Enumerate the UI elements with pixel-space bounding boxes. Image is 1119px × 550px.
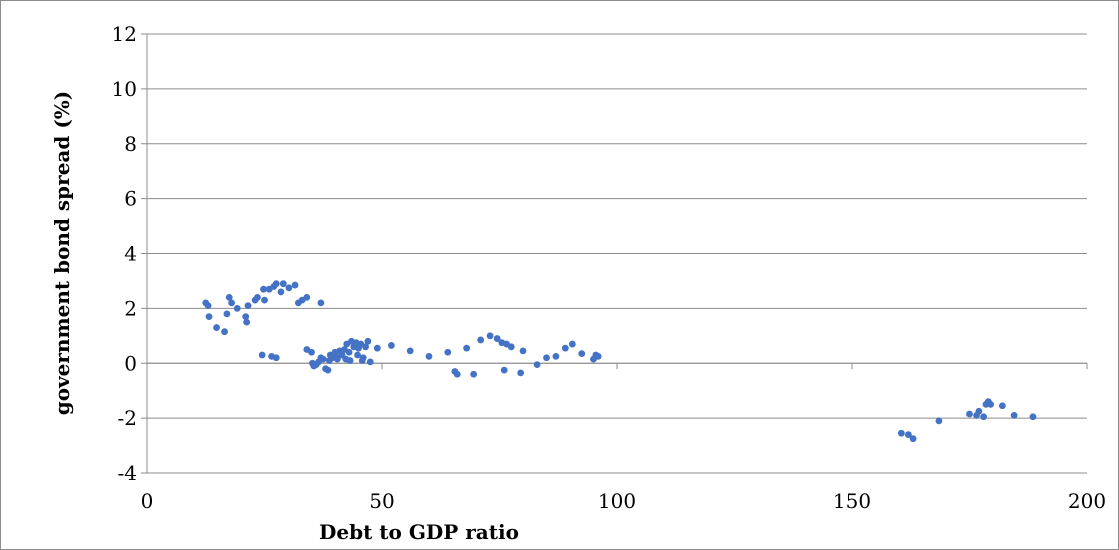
data-point: [897, 429, 905, 437]
data-point: [223, 310, 231, 318]
y-tick-label: 6: [124, 187, 137, 211]
data-point: [578, 350, 586, 358]
data-point: [324, 366, 332, 374]
x-tick-label: 0: [141, 489, 154, 513]
y-tick-label: 12: [112, 22, 137, 46]
x-tick-label: 200: [1068, 489, 1106, 513]
y-tick-label: 4: [124, 242, 137, 266]
data-point: [477, 336, 485, 344]
x-tick-label: 150: [833, 489, 871, 513]
data-point: [362, 343, 369, 351]
data-point: [291, 281, 299, 289]
y-tick-label: -2: [118, 406, 137, 430]
data-point: [493, 335, 501, 342]
data-point: [213, 324, 220, 331]
data-point: [242, 313, 250, 321]
data-point: [354, 351, 361, 359]
data-point: [909, 435, 917, 443]
data-point: [552, 352, 560, 360]
y-tick-label: 10: [112, 77, 137, 101]
data-point: [366, 358, 374, 366]
data-point: [346, 357, 354, 364]
data-point: [533, 361, 541, 369]
data-point: [966, 410, 973, 418]
data-point: [500, 366, 508, 374]
data-point: [308, 348, 315, 356]
y-tick-label: -4: [118, 461, 137, 485]
data-point: [1029, 413, 1037, 421]
data-point: [258, 351, 266, 359]
data-point: [205, 313, 213, 321]
data-point: [373, 344, 381, 352]
y-tick-label: 8: [124, 132, 137, 156]
data-point: [260, 285, 267, 293]
data-point: [470, 370, 478, 378]
data-point: [243, 318, 251, 326]
x-tick-label: 100: [598, 489, 636, 513]
y-tick-label: 2: [124, 296, 137, 320]
y-tick-label: 0: [124, 351, 137, 375]
data-point: [453, 370, 461, 378]
data-point: [507, 343, 515, 351]
data-point: [272, 280, 280, 288]
data-point: [980, 413, 987, 421]
data-point: [935, 417, 943, 425]
data-point: [364, 337, 372, 345]
data-point: [319, 355, 327, 363]
data-point: [517, 369, 525, 377]
data-point: [444, 348, 452, 356]
data-point: [345, 348, 353, 356]
data-point: [228, 299, 236, 307]
x-axis-title: Debt to GDP ratio: [319, 520, 519, 544]
data-point: [317, 299, 325, 307]
data-point: [221, 328, 228, 336]
data-point: [1010, 411, 1018, 419]
data-point: [277, 288, 285, 296]
data-point: [254, 294, 261, 301]
data-point: [225, 294, 233, 301]
data-point: [261, 296, 268, 304]
gridlines: [147, 33, 1087, 474]
data-point: [905, 431, 912, 438]
axes: [141, 33, 1088, 474]
tick-labels: -4 -2 0 2 4 6 8 10 12 0 50 100 150 200: [112, 22, 1107, 513]
data-point: [303, 294, 311, 301]
data-point: [519, 347, 527, 355]
data-point: [568, 340, 576, 348]
data-point: [388, 342, 395, 349]
data-point: [999, 402, 1006, 410]
data-point: [285, 284, 293, 292]
data-point: [333, 355, 341, 363]
data-point: [204, 302, 212, 310]
data-point: [406, 347, 414, 355]
data-point: [463, 344, 470, 352]
data-point: [359, 354, 367, 362]
data-point: [543, 354, 550, 362]
data-point: [425, 352, 433, 360]
data-point: [233, 304, 241, 312]
data-point: [561, 344, 569, 352]
data-point: [279, 280, 287, 288]
data-point: [975, 407, 983, 415]
data-point: [594, 352, 602, 360]
data-point: [987, 401, 995, 408]
data-point: [244, 302, 252, 310]
data-point: [272, 354, 280, 362]
data-points: [202, 280, 1037, 443]
y-axis-title: government bond spread (%): [50, 91, 74, 416]
data-point: [486, 332, 494, 340]
x-tick-label: 50: [369, 489, 394, 513]
